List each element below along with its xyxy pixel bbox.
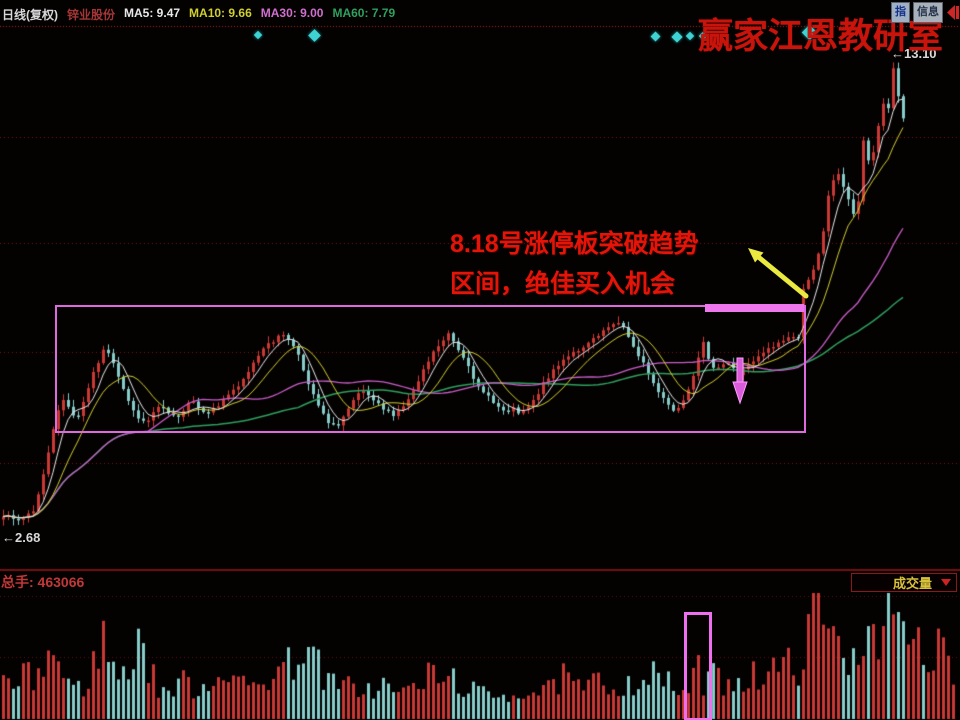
info-button[interactable]: 信息 [913,2,943,23]
header-bar: 日线(复权) 锌业股份 MA5: 9.47 MA10: 9.66 MA30: 9… [2,6,395,23]
total-volume-label: 总手: 463066 [1,574,85,590]
volume-indicator-label: 成交量 [892,576,932,591]
detail-arrow-icon[interactable] [946,4,959,21]
period-label: 日线(复权) [2,8,58,22]
annotation-text: 8.18号涨停板突破趋势 区间，绝佳买入机会 [450,224,699,304]
breakout-highlight-bar [705,304,804,312]
annotation-line-2: 区间，绝佳买入机会 [450,270,676,298]
toolbar-buttons: 指 信息 [891,2,959,23]
trend-range-box [55,305,806,433]
ma60-label: MA60: 7.79 [332,6,396,20]
volume-highlight-box [684,612,712,720]
dropdown-triangle-icon[interactable] [941,579,951,586]
ma10-label: MA10: 9.66 [189,6,252,20]
stock-name: 锌业股份 [67,8,116,22]
annotation-line-1: 8.18号涨停板突破趋势 [450,230,699,258]
ma5-label: MA5: 9.47 [124,6,181,20]
volume-indicator-selector[interactable]: 成交量 [851,573,957,592]
high-price-label: ←13.10 [891,46,937,61]
ma30-label: MA30: 9.00 [260,6,324,20]
low-price-label: ←2.68 [2,530,41,545]
indicator-button[interactable]: 指 [891,2,910,23]
